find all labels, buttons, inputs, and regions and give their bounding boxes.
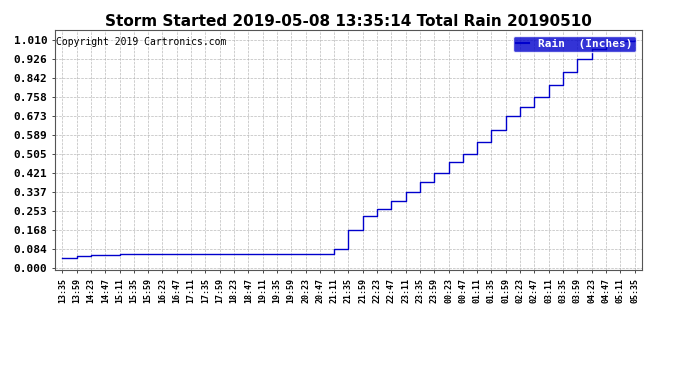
Legend: Rain  (Inches): Rain (Inches) — [513, 36, 636, 52]
Text: Copyright 2019 Cartronics.com: Copyright 2019 Cartronics.com — [57, 37, 227, 47]
Title: Storm Started 2019-05-08 13:35:14 Total Rain 20190510: Storm Started 2019-05-08 13:35:14 Total … — [105, 14, 592, 29]
